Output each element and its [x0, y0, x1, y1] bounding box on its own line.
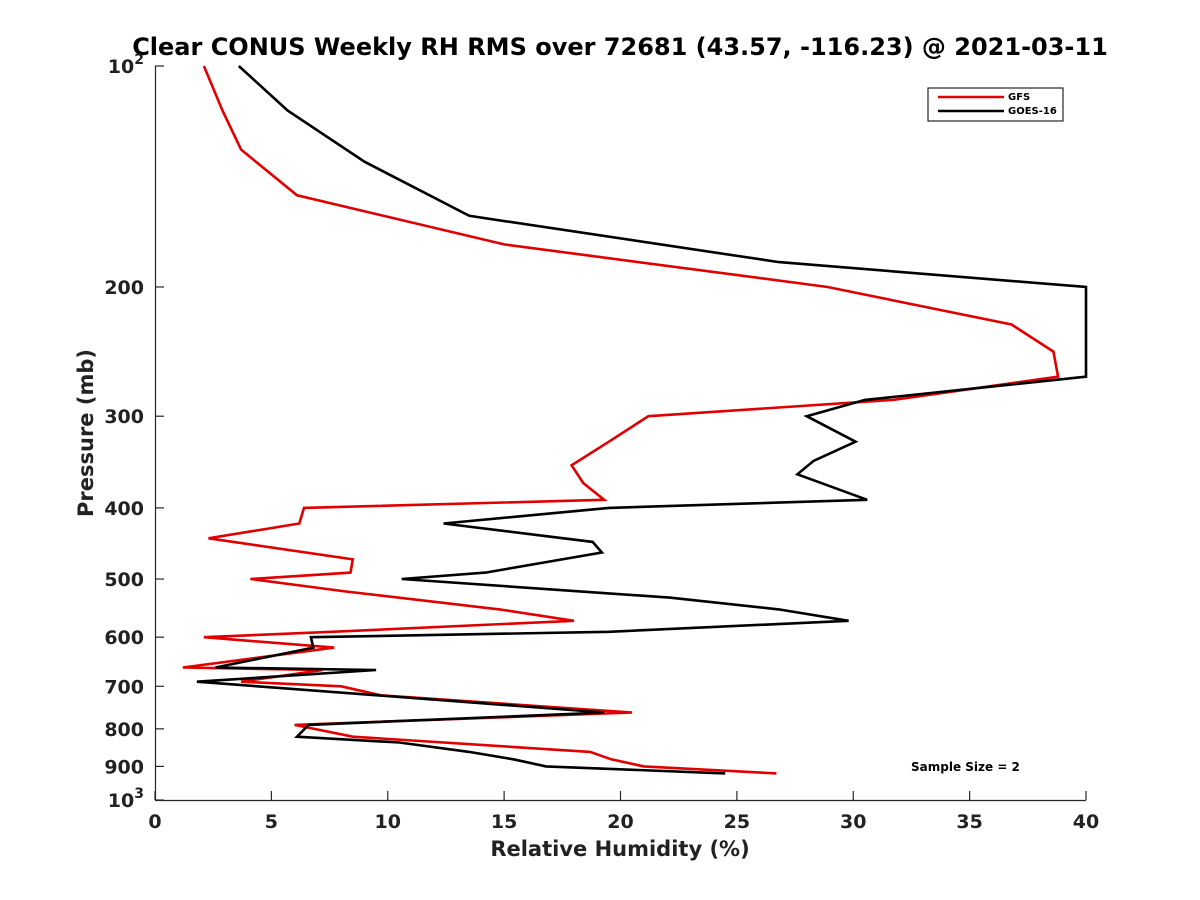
x-tick-label: 15	[491, 811, 517, 833]
x-tick-label: 20	[607, 811, 633, 833]
x-tick-label: 35	[956, 811, 982, 833]
y-tick-label: 900	[104, 756, 144, 778]
sample-size-annotation: Sample Size = 2	[911, 760, 1020, 774]
plot-area: 0 5 10 15 20 25 30 35 40 102 200 300 400 500 600 700 80…	[104, 52, 1099, 833]
x-tick-label: 30	[840, 811, 866, 833]
x-tick-label: 25	[724, 811, 750, 833]
legend-label-gfs: GFS	[1008, 92, 1030, 103]
x-tick-label: 40	[1073, 811, 1099, 833]
chart-title: Clear CONUS Weekly RH RMS over 72681 (43…	[132, 33, 1108, 61]
y-tick-label: 600	[104, 627, 144, 649]
y-tick-label: 700	[104, 676, 144, 698]
y-tick-label: 102	[108, 52, 144, 78]
legend-label-goes16: GOES-16	[1008, 106, 1057, 117]
series-line-gfs	[182, 65, 1060, 775]
x-axis-label: Relative Humidity (%)	[490, 837, 749, 861]
y-tick-label: 300	[104, 406, 144, 428]
y-tick-label: 800	[104, 719, 144, 741]
y-tick-label: 400	[104, 498, 144, 520]
legend-box	[927, 87, 1064, 122]
y-axis-label: Pressure (mb)	[74, 349, 98, 517]
x-tick-label: 0	[148, 811, 161, 833]
x-tick-label: 5	[265, 811, 278, 833]
y-ticks: 102 200 300 400 500 600 700 800 900 103	[104, 52, 164, 812]
series-line-goes-16	[196, 65, 1088, 775]
y-tick-label: 200	[104, 277, 144, 299]
x-ticks: 0 5 10 15 20 25 30 35 40	[148, 791, 1099, 833]
x-tick-label: 10	[375, 811, 401, 833]
legend: GFS GOES-16	[927, 87, 1064, 122]
y-tick-label: 103	[108, 786, 144, 812]
y-tick-label: 500	[104, 569, 144, 591]
series-lines	[182, 65, 1088, 775]
